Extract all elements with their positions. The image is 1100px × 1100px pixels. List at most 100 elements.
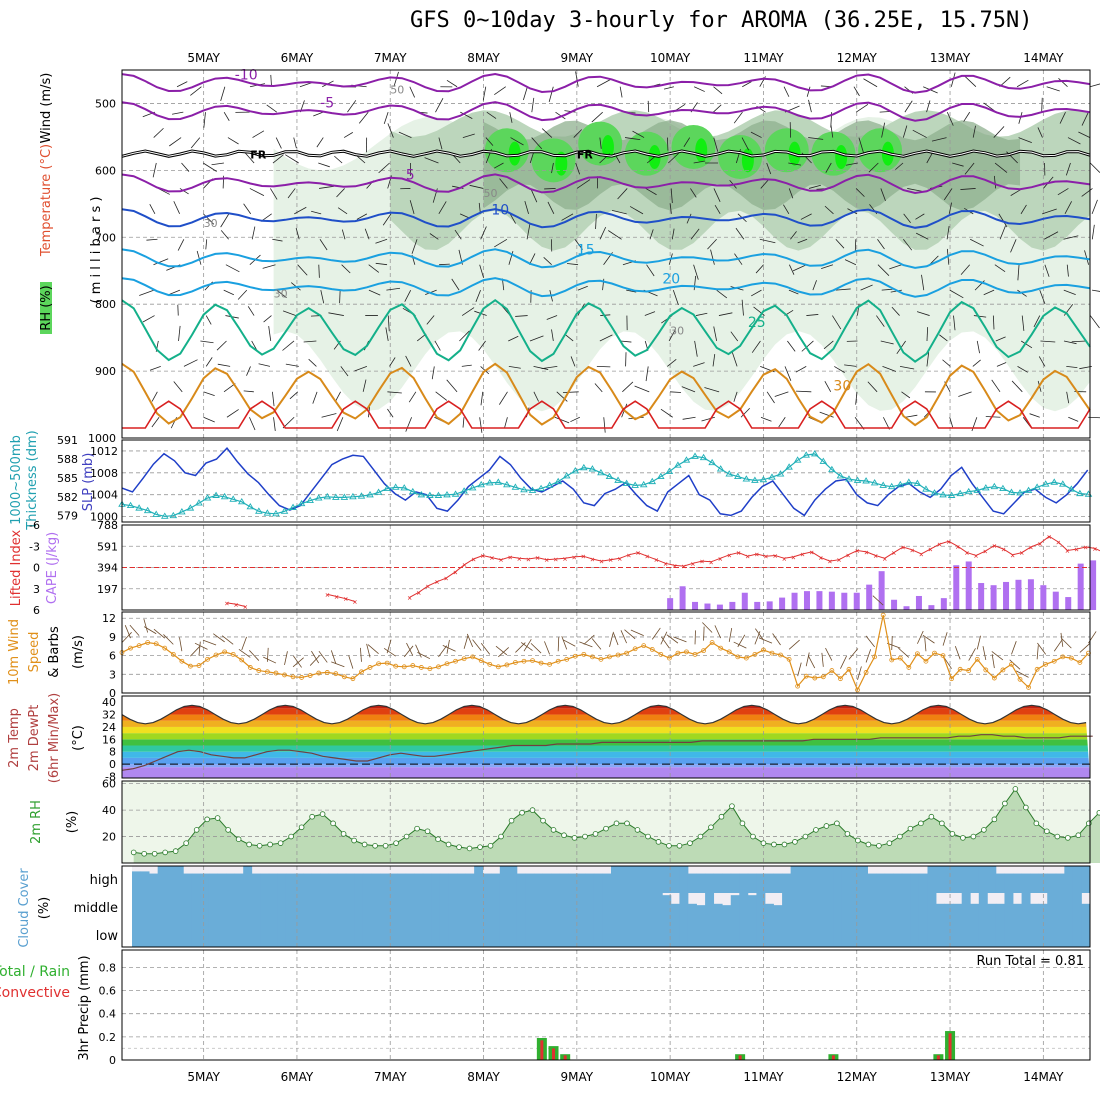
pressure-axis-title: ( m i l l i b a r s ) [89,197,104,304]
cloud-bar-low [773,920,783,947]
wind-barb [895,162,904,170]
wind-barb [205,315,212,325]
wind-barb [844,364,857,367]
wind-barb [454,229,462,240]
wind-barb [289,391,299,400]
cloud-bar-high [739,873,749,893]
thickness-marker [982,484,990,491]
wind-10m-barb [583,634,595,645]
wind-barb [619,86,623,98]
cloud-bar-middle [799,893,809,920]
cloud-bar-middle [944,903,954,920]
wind-barb [335,391,341,402]
wind-barb [626,289,637,293]
wind-barb [889,264,902,270]
wind-barb [760,178,770,189]
wind-10m-barb [406,642,414,656]
cloud-bar-low [303,920,313,947]
wind-barb [681,386,696,393]
thickness-marker [785,463,793,470]
wind-barb [972,359,981,367]
wind-barb [867,381,878,393]
cloud-bar-high [157,866,167,893]
wind-barb [409,86,416,98]
day-label-top: 10MAY [650,51,691,65]
lifted-index-marker: × [700,557,705,566]
cloud-bar-middle [722,905,732,920]
cloud-bar-high [516,873,526,893]
wind-10m-barb [238,648,251,658]
wind-barb [1058,78,1068,88]
wind-10m-barb [1079,642,1091,653]
wind-barb [404,289,412,302]
wind-barb [434,340,441,351]
freezing-level-core [121,150,1091,157]
wind-barb [853,86,860,97]
wind-10m-marker [461,656,467,662]
lifted-index-marker: × [937,540,942,549]
wind-barb [480,226,487,240]
precip-tick-label: 0.8 [99,961,117,974]
wind-barb [176,81,188,88]
thickness-marker [374,488,383,495]
wind-barb [203,112,206,128]
wind-barb [1020,204,1027,215]
thickness-marker [340,493,349,500]
thickness-marker [306,496,314,504]
rh-2m-marker [792,839,798,845]
rh-2m-marker [225,827,231,833]
cloud-bar-low [730,920,740,947]
lifted-index-marker: × [435,578,440,587]
cloud-bar-low [354,920,364,947]
wind-barb [704,387,720,393]
wind-barb [1063,340,1077,345]
cloud-bar-middle [1055,893,1065,920]
wind-barb [362,379,367,392]
wind-barb [387,123,394,138]
thickness-marker [460,487,468,494]
wind-10m-marker [589,654,595,660]
wind-10m-barb [982,646,987,661]
thickness-marker [759,475,768,483]
thickness-marker [828,465,836,473]
cloud-cover-frame [121,865,1091,948]
rh-tick-label: 60 [102,778,116,791]
cloud-bar-low [653,920,663,947]
thickness-marker [485,479,494,486]
isotherm-label: 25 [748,315,766,331]
wind-barb [142,315,155,323]
wind-barb [716,289,728,299]
lifted-index-marker: × [818,554,823,563]
wind-barb [964,75,977,88]
cloud-bar-low [183,920,193,947]
wind-barb [901,391,911,399]
rh-2m-marker [141,850,147,857]
cape-bar [1027,579,1034,610]
lifted-index-marker: × [608,556,613,565]
rh-shade-top [741,148,754,173]
wind-barb [824,381,832,393]
wind-10m-marker [128,645,133,651]
thickness-tick-label: 588 [57,453,78,466]
cloud-bar-high [636,866,646,893]
wind-barb [1037,127,1043,138]
wind-10m-marker [949,676,955,682]
day-label-bottom: 9MAY [561,1070,594,1084]
rh-2m-marker [844,831,851,837]
wind-10m-barb [714,625,722,639]
wind-10m-marker [812,675,818,681]
wind-barb [759,238,776,244]
cloud-bar-middle [645,893,655,920]
wind-barb [266,104,278,113]
wind-10m-marker [709,640,715,645]
wind-10m-barb [1036,645,1039,660]
lifted-index-marker: × [1001,545,1006,554]
cloud-bar-low [285,920,295,947]
wind-barb [1044,231,1059,240]
thickness-marker [537,484,545,492]
wind-tick-label: 6 [109,650,116,663]
cloud-bar-middle [362,893,372,920]
wind-barb [393,71,399,87]
cloud-bar-middle [670,903,680,920]
cloud-bar-high [405,873,415,893]
